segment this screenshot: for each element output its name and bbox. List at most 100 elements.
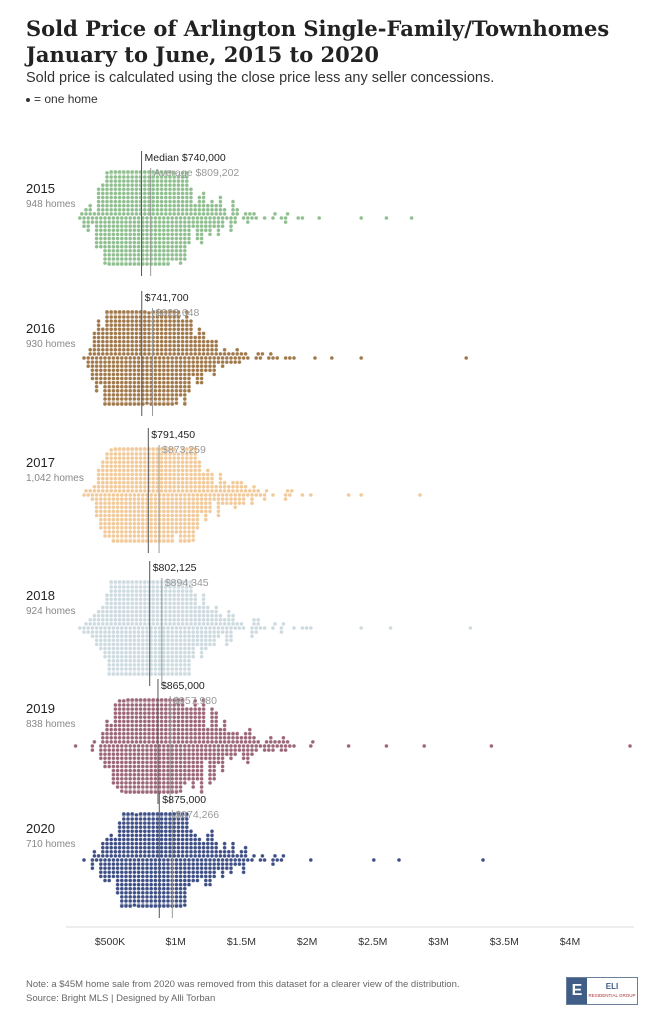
data-point <box>140 760 145 765</box>
series-label-2016: 2016 <box>26 321 55 336</box>
data-point <box>239 484 244 489</box>
data-point <box>107 232 112 237</box>
data-point <box>165 776 171 781</box>
data-point <box>115 220 120 225</box>
data-point <box>92 351 97 356</box>
data-point <box>144 256 150 262</box>
data-point <box>262 215 267 221</box>
data-point <box>146 702 152 708</box>
data-point <box>228 492 234 498</box>
data-point <box>174 497 179 502</box>
data-point <box>88 211 93 216</box>
data-point <box>172 617 177 622</box>
data-point <box>180 174 185 180</box>
data-point <box>94 492 99 498</box>
data-point <box>180 731 185 736</box>
data-point <box>256 621 261 626</box>
data-point <box>165 747 171 753</box>
data-point <box>100 183 105 188</box>
data-point <box>123 505 129 510</box>
data-point <box>146 715 152 720</box>
data-point <box>262 743 267 749</box>
data-point <box>144 625 150 631</box>
data-point <box>174 220 179 225</box>
data-point <box>115 248 120 253</box>
data-point <box>119 236 124 241</box>
data-point <box>195 638 200 643</box>
data-point <box>132 784 137 790</box>
data-point <box>111 866 116 871</box>
median-label-2017: $791,450 <box>151 429 195 441</box>
data-point <box>146 735 152 740</box>
data-point <box>249 747 255 753</box>
data-point <box>115 261 120 267</box>
data-point <box>170 538 175 544</box>
data-point <box>136 764 141 769</box>
data-point <box>163 484 168 489</box>
data-point <box>161 752 166 757</box>
data-point <box>199 232 204 237</box>
data-point <box>109 472 114 477</box>
data-point <box>125 820 131 826</box>
data-point <box>186 529 192 534</box>
data-point <box>138 593 143 598</box>
data-point <box>153 646 158 651</box>
data-point <box>161 376 166 381</box>
data-point <box>268 351 273 356</box>
data-point <box>121 735 126 740</box>
data-point <box>125 468 131 473</box>
data-point <box>317 215 322 221</box>
data-point <box>130 601 135 606</box>
data-point <box>207 355 213 361</box>
data-point <box>230 351 236 356</box>
data-point <box>125 811 131 817</box>
data-point <box>115 634 120 639</box>
average-label-2018: $894,345 <box>165 577 209 589</box>
data-point <box>125 584 131 590</box>
data-point <box>157 228 162 233</box>
data-point <box>182 658 187 663</box>
data-point <box>224 743 229 749</box>
data-point <box>165 764 171 769</box>
data-point <box>165 752 171 757</box>
data-point <box>239 739 244 744</box>
data-point <box>149 784 154 790</box>
data-point <box>132 866 137 871</box>
data-point <box>128 666 133 672</box>
data-point <box>121 451 126 457</box>
data-point <box>121 191 126 196</box>
data-point <box>172 597 177 602</box>
data-point <box>155 183 160 188</box>
data-point <box>167 468 173 473</box>
data-point <box>109 488 114 493</box>
data-point <box>170 505 175 510</box>
data-point <box>176 476 181 481</box>
data-point <box>102 509 108 514</box>
data-point <box>130 331 135 336</box>
data-point <box>146 472 152 477</box>
data-point <box>153 376 158 381</box>
data-point <box>228 629 234 635</box>
data-point <box>121 723 126 728</box>
data-point <box>172 719 177 724</box>
data-point <box>182 505 187 510</box>
data-point <box>96 323 101 328</box>
data-point <box>151 609 156 614</box>
data-point <box>134 731 139 736</box>
data-point <box>113 207 118 212</box>
data-point <box>144 747 150 753</box>
data-point <box>130 739 135 744</box>
data-point <box>117 853 122 858</box>
data-point <box>178 521 183 526</box>
data-point <box>109 319 114 324</box>
data-point <box>132 224 137 229</box>
data-point <box>140 861 145 867</box>
data-point <box>123 903 129 909</box>
data-point <box>218 617 223 622</box>
data-point <box>111 501 116 506</box>
data-point <box>88 207 93 212</box>
data-point <box>172 484 177 489</box>
data-point <box>197 484 202 489</box>
data-point <box>174 521 179 526</box>
data-point <box>94 505 99 510</box>
